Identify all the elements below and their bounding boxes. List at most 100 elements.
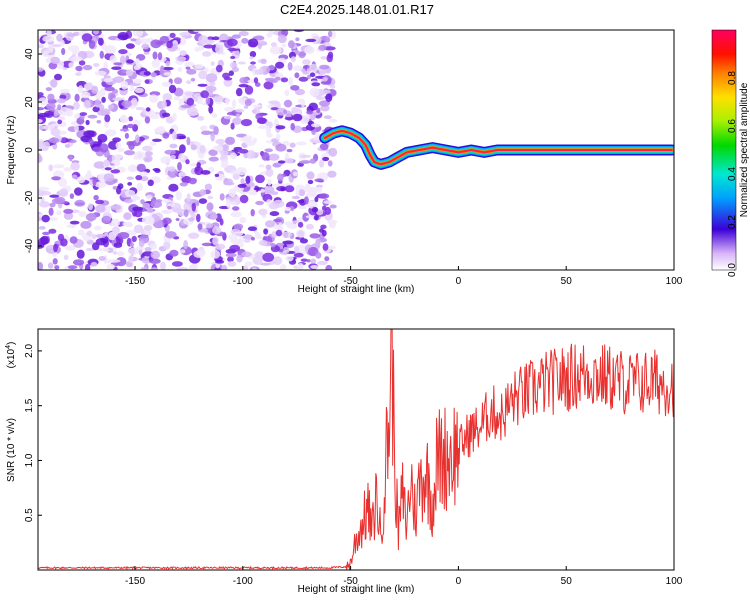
noise-speckle bbox=[93, 63, 100, 67]
noise-speckle bbox=[75, 65, 83, 72]
noise-speckle bbox=[284, 89, 290, 97]
noise-speckle bbox=[284, 116, 294, 121]
noise-speckle bbox=[290, 56, 296, 63]
noise-speckle bbox=[307, 74, 311, 80]
noise-speckle bbox=[92, 176, 97, 186]
noise-speckle bbox=[57, 104, 62, 111]
noise-speckle bbox=[284, 221, 293, 226]
noise-speckle bbox=[299, 154, 311, 158]
noise-speckle bbox=[309, 87, 320, 97]
noise-speckle bbox=[60, 88, 71, 94]
noise-speckle bbox=[253, 77, 259, 84]
noise-speckle bbox=[121, 100, 133, 108]
noise-speckle bbox=[227, 38, 238, 47]
noise-speckle bbox=[233, 231, 243, 237]
noise-speckle bbox=[147, 216, 155, 225]
noise-speckle bbox=[325, 93, 333, 102]
noise-speckle bbox=[176, 267, 189, 270]
noise-speckle bbox=[221, 264, 228, 270]
noise-speckle bbox=[319, 143, 329, 151]
noise-speckle bbox=[225, 116, 232, 120]
snr-series-line bbox=[38, 329, 674, 570]
noise-speckle bbox=[305, 223, 314, 230]
noise-speckle bbox=[284, 185, 295, 193]
noise-speckle bbox=[186, 68, 197, 75]
noise-speckle bbox=[81, 33, 93, 42]
noise-speckle bbox=[238, 149, 249, 154]
noise-speckle bbox=[38, 119, 43, 123]
x-tick-label: -50 bbox=[343, 276, 358, 287]
noise-speckle bbox=[188, 232, 200, 239]
colorbar-tick-label: 0.2 bbox=[727, 215, 738, 229]
noise-speckle bbox=[105, 129, 117, 137]
noise-speckle bbox=[282, 240, 294, 245]
noise-speckle bbox=[186, 97, 195, 106]
noise-speckle bbox=[78, 60, 86, 66]
noise-speckle bbox=[77, 85, 84, 93]
noise-speckle bbox=[48, 137, 60, 144]
noise-speckle bbox=[94, 70, 107, 76]
noise-speckle bbox=[72, 259, 85, 266]
noise-speckle bbox=[284, 157, 294, 164]
noise-speckle bbox=[311, 206, 319, 213]
noise-speckle bbox=[289, 142, 296, 148]
x-tick-label: -100 bbox=[233, 276, 253, 287]
noise-speckle bbox=[284, 206, 291, 211]
noise-speckle bbox=[245, 175, 251, 184]
noise-speckle bbox=[98, 256, 106, 261]
noise-speckle bbox=[231, 34, 241, 39]
noise-speckle bbox=[150, 243, 158, 250]
noise-speckle bbox=[161, 100, 167, 109]
noise-speckle bbox=[326, 54, 333, 63]
noise-speckle bbox=[203, 39, 215, 44]
ridge-band bbox=[323, 129, 673, 166]
noise-speckle bbox=[73, 31, 80, 37]
noise-speckle bbox=[322, 205, 327, 211]
noise-speckle bbox=[91, 85, 99, 94]
noise-speckle bbox=[50, 79, 58, 88]
noise-speckle bbox=[188, 217, 195, 222]
noise-speckle bbox=[235, 113, 241, 118]
noise-speckle bbox=[238, 84, 249, 88]
colorbar-ticks: 0.0 0.2 0.4 0.6 0.8 bbox=[727, 71, 738, 277]
noise-speckle bbox=[228, 234, 238, 241]
noise-speckle bbox=[275, 229, 283, 237]
noise-speckle bbox=[259, 66, 264, 75]
noise-speckle bbox=[117, 232, 130, 239]
noise-speckle bbox=[320, 224, 327, 230]
noise-speckle bbox=[260, 188, 265, 193]
svg-text:(x104): (x104) bbox=[5, 342, 17, 369]
noise-speckle bbox=[188, 177, 197, 185]
noise-speckle bbox=[298, 205, 307, 210]
y-tick-label: 40 bbox=[24, 48, 35, 60]
noise-speckle bbox=[306, 171, 315, 180]
noise-speckle bbox=[64, 245, 76, 251]
noise-speckle bbox=[49, 202, 56, 208]
noise-speckle bbox=[230, 55, 236, 60]
noise-speckle bbox=[233, 223, 244, 230]
noise-speckle bbox=[215, 44, 224, 55]
noise-speckle bbox=[268, 100, 280, 105]
noise-speckle bbox=[262, 252, 275, 262]
noise-speckle bbox=[231, 66, 240, 73]
noise-speckle bbox=[104, 45, 117, 54]
noise-speckle bbox=[82, 64, 93, 71]
noise-speckle bbox=[247, 226, 257, 231]
noise-speckle bbox=[206, 202, 214, 212]
noise-speckle bbox=[303, 196, 309, 205]
noise-speckle bbox=[311, 82, 321, 87]
noise-speckle bbox=[273, 218, 283, 223]
noise-speckle bbox=[71, 174, 78, 180]
noise-speckle bbox=[59, 188, 69, 197]
colorbar: 0.0 0.2 0.4 0.6 0.8 Normalized spectral ampl… bbox=[711, 29, 750, 277]
noise-speckle bbox=[231, 201, 238, 206]
noise-speckle bbox=[152, 51, 158, 60]
noise-speckle bbox=[38, 97, 49, 106]
noise-speckle bbox=[191, 202, 196, 212]
spectrogram-y-ticks: -40 -20 0 20 40 bbox=[24, 48, 42, 253]
noise-speckle bbox=[186, 80, 192, 85]
noise-speckle bbox=[300, 258, 308, 262]
noise-speckle bbox=[63, 208, 74, 214]
noise-speckle bbox=[150, 72, 157, 78]
noise-speckle bbox=[139, 171, 149, 176]
